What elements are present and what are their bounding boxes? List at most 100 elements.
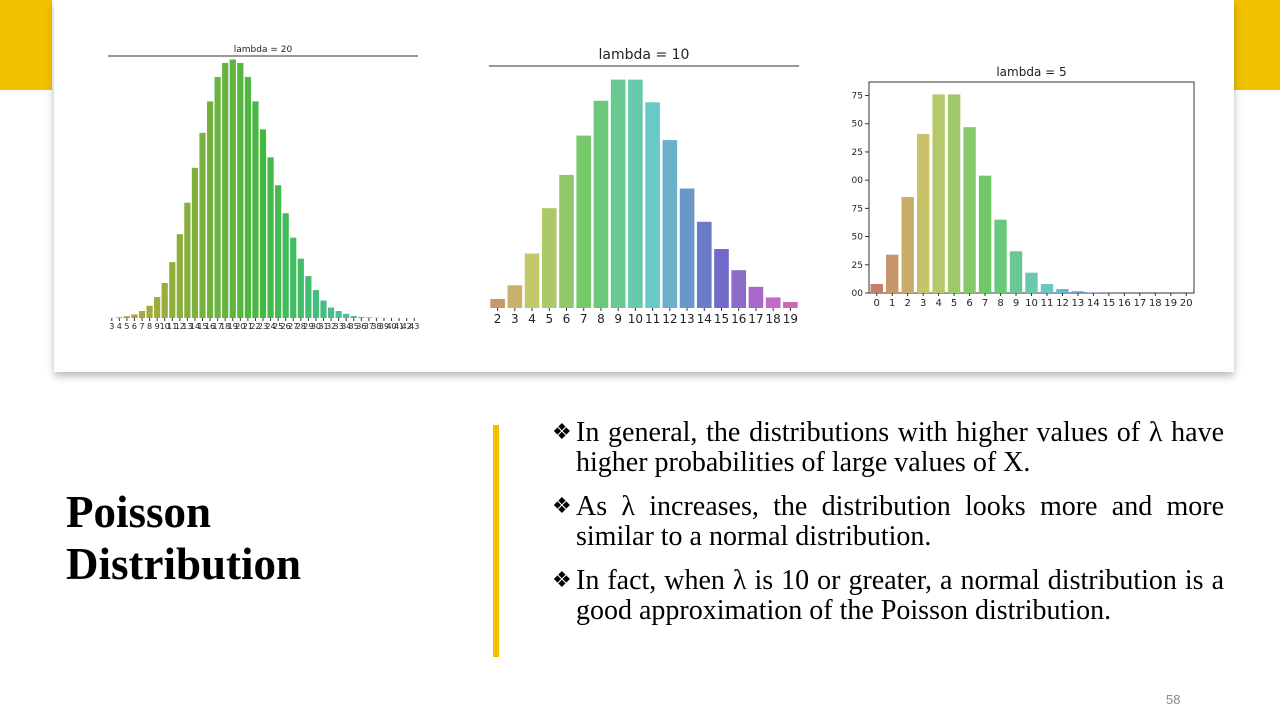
bar — [916, 133, 930, 293]
bar — [252, 101, 259, 318]
bullet-text: In fact, when λ is 10 or greater, a norm… — [576, 565, 1224, 626]
bar — [1009, 251, 1023, 293]
bar — [312, 290, 320, 318]
x-tick-label: 38 — [371, 322, 381, 331]
x-tick-label: 11 — [1041, 298, 1054, 309]
x-tick-label: 36 — [356, 322, 366, 331]
x-tick-label: 17 — [1133, 298, 1146, 309]
x-tick-label: 20 — [235, 322, 245, 331]
x-tick-label: 5 — [951, 298, 957, 309]
bar — [214, 76, 221, 319]
bullet-text: As λ increases, the distribution looks m… — [576, 491, 1224, 552]
bar — [116, 317, 123, 318]
slide-title-line2: Distribution — [66, 539, 302, 589]
bar — [593, 100, 609, 308]
x-tick-label: 8 — [147, 322, 152, 331]
bar — [365, 317, 372, 318]
x-tick-label: 14 — [1087, 298, 1100, 309]
x-tick-label: 34 — [341, 322, 351, 331]
x-tick-label: 15 — [1103, 298, 1116, 309]
bar — [628, 79, 643, 308]
x-tick-label: 17 — [213, 322, 223, 331]
x-tick-label: 40 — [386, 322, 396, 331]
x-tick-label: 20 — [1180, 298, 1193, 309]
bar — [131, 314, 138, 318]
x-tick-label: 7 — [580, 312, 588, 326]
x-tick-label: 16 — [731, 312, 746, 326]
bar — [138, 311, 146, 318]
bar — [524, 253, 540, 308]
bar — [275, 185, 282, 318]
x-tick-label: 42 — [402, 322, 412, 331]
x-tick-label: 14 — [697, 312, 712, 326]
x-tick-label: 1 — [889, 298, 895, 309]
bar — [765, 297, 781, 308]
bar — [559, 174, 574, 308]
bar — [886, 254, 899, 293]
x-tick-label: 43 — [409, 322, 419, 331]
bar — [870, 283, 883, 293]
x-tick-label: 2 — [494, 312, 502, 326]
y-tick-label: 50 — [852, 120, 864, 130]
bar — [679, 188, 695, 308]
x-tick-label: 6 — [563, 312, 571, 326]
bar — [610, 79, 626, 308]
x-tick-label: 16 — [205, 322, 215, 331]
bar — [714, 249, 729, 308]
x-tick-label: 35 — [349, 322, 359, 331]
bar — [161, 283, 168, 318]
x-tick-label: 18 — [220, 322, 230, 331]
x-tick-label: 26 — [281, 322, 291, 331]
x-tick-label: 19 — [1164, 298, 1177, 309]
bar — [1040, 283, 1054, 293]
x-tick-label: 5 — [545, 312, 553, 326]
x-tick-label: 4 — [528, 312, 536, 326]
y-tick-label: 25 — [852, 261, 863, 271]
x-tick-label: 9 — [614, 312, 622, 326]
slide-title-line1: Poisson — [66, 487, 212, 537]
bar — [206, 101, 214, 318]
x-tick-label: 25 — [273, 322, 283, 331]
x-tick-label: 16 — [1118, 298, 1131, 309]
bar — [1087, 292, 1100, 293]
bar — [267, 157, 274, 318]
bar — [994, 219, 1007, 293]
x-tick-label: 37 — [364, 322, 374, 331]
x-tick-label: 21 — [243, 322, 253, 331]
bar — [335, 311, 342, 318]
x-tick-label: 15 — [197, 322, 207, 331]
chart-title: lambda = 5 — [996, 65, 1066, 79]
x-tick-label: 6 — [966, 298, 972, 309]
x-tick-label: 19 — [783, 312, 798, 326]
bar — [184, 202, 191, 318]
x-tick-label: 12 — [175, 322, 185, 331]
x-tick-label: 7 — [139, 322, 144, 331]
x-tick-label: 23 — [258, 322, 268, 331]
bar — [176, 234, 183, 318]
bar — [297, 258, 304, 318]
x-tick-label: 18 — [1149, 298, 1162, 309]
x-tick-label: 30 — [311, 322, 321, 331]
accent-bar-right — [1234, 0, 1280, 90]
x-tick-label: 12 — [1056, 298, 1069, 309]
bullet-text: In general, the distributions with highe… — [576, 417, 1224, 478]
x-tick-label: 3 — [109, 322, 114, 331]
bar — [662, 140, 678, 308]
bar — [290, 237, 297, 318]
diamond-bullet-icon: ❖ — [552, 420, 572, 445]
x-tick-label: 32 — [326, 322, 336, 331]
vertical-divider — [493, 425, 499, 657]
bullet-item: ❖ In general, the distributions with hig… — [552, 418, 1224, 478]
bar — [358, 316, 365, 318]
bar — [783, 301, 798, 308]
y-tick-label: 00 — [852, 176, 864, 186]
x-tick-label: 22 — [250, 322, 260, 331]
x-tick-label: 13 — [182, 322, 192, 331]
slide-title: Poisson Distribution — [66, 486, 301, 590]
x-tick-label: 10 — [160, 322, 170, 331]
bar — [748, 286, 764, 308]
bar — [199, 132, 206, 318]
diamond-bullet-icon: ❖ — [552, 494, 572, 519]
bar — [320, 300, 327, 318]
x-tick-label: 13 — [1072, 298, 1085, 309]
